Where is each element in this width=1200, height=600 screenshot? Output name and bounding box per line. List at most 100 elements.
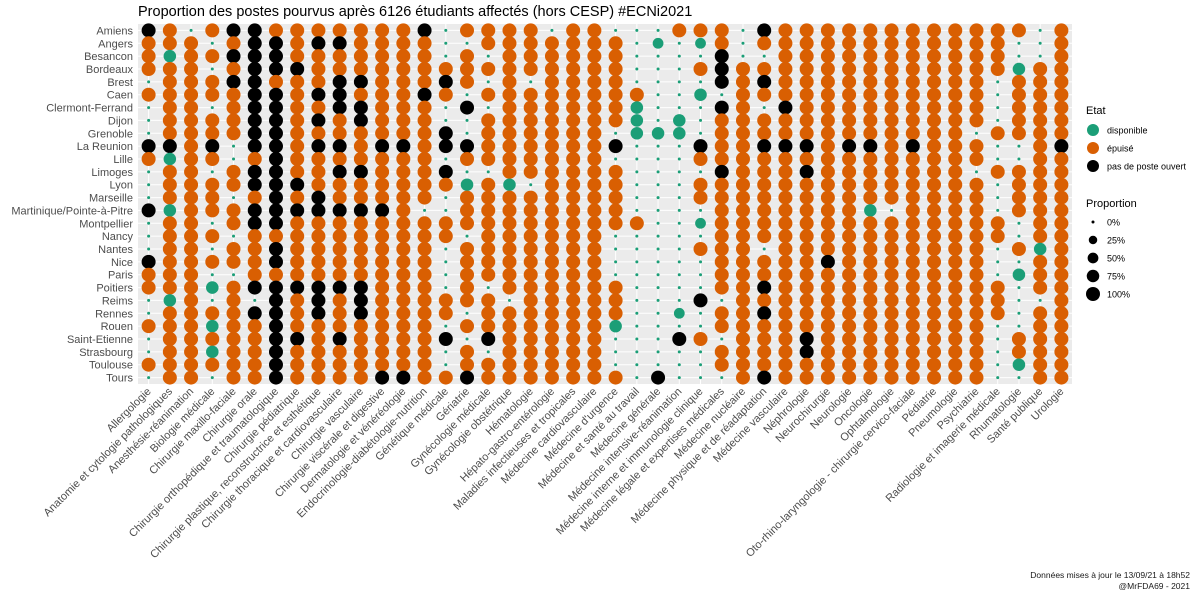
data-point [927,177,942,192]
data-point [523,100,538,115]
data-point [735,357,750,372]
data-point [438,164,453,179]
y-tick-label: Clermont-Ferrand [46,103,133,115]
data-point [147,131,151,135]
data-point [656,298,660,302]
data-point [842,113,857,128]
data-point [486,170,490,174]
data-point [905,139,920,154]
data-point [311,229,326,244]
data-point [714,36,729,51]
data-point [460,203,475,218]
data-point [460,62,475,76]
data-point [332,306,347,321]
data-point [842,36,857,51]
data-point [905,74,920,89]
data-point [735,267,750,282]
data-point [311,332,326,346]
caption-update-date: Données mises à jour le 13/09/21 à 18h52 [1030,570,1190,580]
data-point [523,190,538,205]
data-point [969,319,984,334]
data-point [635,41,639,45]
data-point [396,113,411,128]
data-point [460,216,475,231]
data-point [969,357,984,372]
data-point [656,183,660,187]
data-point [444,157,448,161]
data-point [375,293,390,308]
data-point [693,242,708,256]
data-point [523,280,538,295]
data-point [714,126,729,141]
data-point [608,216,623,231]
data-point [677,80,681,84]
data-point [863,344,878,359]
data-point [996,144,1000,148]
data-point [677,41,681,45]
data-point [990,229,1005,244]
data-point [486,54,490,58]
data-point [799,164,814,179]
data-point [608,203,623,218]
data-point [969,100,984,115]
data-point [444,324,448,328]
data-point [996,273,1000,277]
data-point [905,190,920,205]
data-point [799,23,814,38]
data-point [927,164,942,179]
data-point [268,126,283,141]
data-point [566,139,581,154]
data-point [842,267,857,282]
data-point [1017,311,1021,315]
data-point [232,144,236,148]
y-tick-label: Lyon [110,180,133,192]
data-point [996,376,1000,380]
data-point [614,363,618,367]
data-point [226,293,241,308]
y-tick-label: Nantes [98,244,133,256]
data-point [656,286,660,290]
data-point [969,216,984,231]
data-point [677,350,681,354]
data-point [735,229,750,244]
data-point [609,319,622,333]
data-point [996,260,1000,264]
data-point [226,100,241,115]
data-point [608,306,623,321]
data-point [247,229,262,244]
data-point [677,298,681,302]
data-point [162,332,177,346]
data-point [311,370,326,385]
data-point [465,234,469,238]
data-point [778,100,793,115]
data-point [460,370,475,385]
data-point [842,344,857,359]
data-point [417,36,432,51]
data-point [544,36,559,51]
data-point [232,157,236,161]
data-point [444,350,448,354]
y-tick-label: Brest [107,77,133,89]
data-point [268,113,283,128]
data-point [375,126,390,141]
data-point [614,247,618,251]
data-point [1033,216,1048,231]
data-point [1033,100,1048,115]
data-point [905,332,920,346]
data-point [948,280,963,295]
data-point [353,280,368,295]
data-point [842,87,857,102]
data-point [757,293,772,308]
data-point [1033,357,1048,372]
data-point [141,357,156,372]
data-point [735,332,750,346]
data-point [481,319,496,334]
data-point [210,247,214,251]
data-point [735,306,750,321]
data-point [635,286,639,290]
data-point [210,376,214,380]
data-point [842,280,857,295]
data-point [290,216,305,231]
data-point [162,100,177,115]
